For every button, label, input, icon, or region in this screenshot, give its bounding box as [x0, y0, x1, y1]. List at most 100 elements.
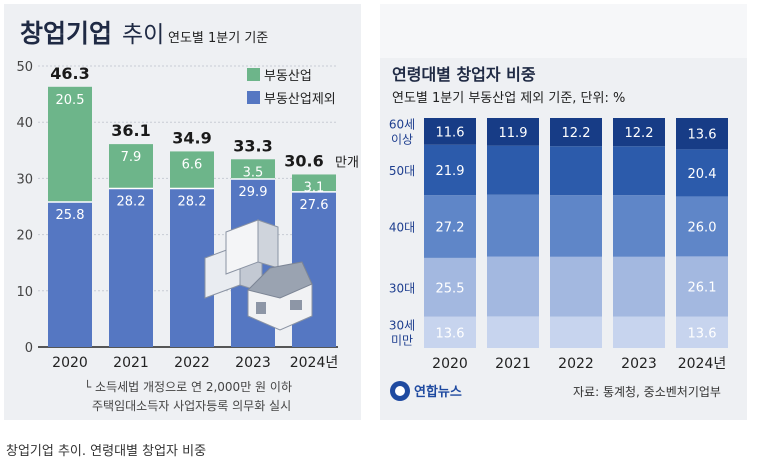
right-bar-segment: [613, 256, 665, 317]
right-value-label: 26.0: [688, 220, 717, 235]
left-y-tick-label: 30: [16, 172, 33, 187]
left-y-tick-label: 50: [16, 60, 33, 75]
right-bar-segment: [550, 195, 602, 257]
right-bar-segment: [613, 316, 665, 348]
legend-label-excl: 부동산업제외: [264, 92, 336, 107]
left-value-label-excl: 27.6: [300, 198, 329, 213]
left-value-label-excl: 29.9: [239, 185, 268, 200]
right-bar-segment: [676, 256, 728, 317]
right-bar-segment: [424, 144, 476, 196]
right-bar-segment: [613, 146, 665, 196]
right-value-label: 13.6: [436, 326, 465, 341]
left-bars: 25.8 20.5 46.3 28.2 7.9 36.1 28.2 6.6 34.9 29.9 3.…: [48, 64, 359, 347]
left-x-tick-label: 2024년: [290, 355, 339, 371]
left-x-tick-label: 2020: [52, 355, 88, 371]
right-value-label: 11.9: [499, 126, 528, 141]
right-value-label: 26.1: [688, 281, 717, 296]
right-age-label-line2: 미만: [391, 333, 413, 347]
right-bar-segment: [424, 257, 476, 317]
right-bar-segment: [550, 256, 602, 317]
right-bar-segment: [487, 316, 539, 348]
left-y-tick-label: 20: [16, 229, 33, 244]
left-bar-excl: [48, 202, 92, 347]
left-bar-real-estate: [231, 159, 275, 179]
right-bar-segment: [676, 196, 728, 257]
right-bar-segment: [424, 118, 476, 145]
left-bar-real-estate: [292, 174, 336, 192]
right-bar-segment: [676, 316, 728, 348]
right-subtitle: 연도별 1분기 부동산업 제외 기준, 단위: %: [392, 91, 625, 106]
right-value-label: 21.9: [436, 164, 465, 179]
right-bar-segment: [613, 195, 665, 257]
left-value-label-excl: 28.2: [117, 195, 146, 210]
right-x-tick-label: 2022: [558, 356, 594, 372]
right-bar-segment: [550, 118, 602, 147]
right-age-label: 30세: [389, 318, 415, 332]
left-total-label: 30.6: [284, 151, 323, 170]
right-bar-segment: [550, 316, 602, 348]
left-value-label-excl: 28.2: [178, 195, 207, 210]
legend-swatch-real-estate: [247, 68, 260, 81]
left-x-tick-label: 2021: [113, 355, 149, 371]
right-source: 자료: 통계청, 중소벤처기업부: [573, 385, 721, 399]
left-value-label-real-estate: 7.9: [121, 150, 142, 165]
yonhap-logo: 연합뉴스: [390, 381, 462, 401]
right-bars: 13.6 25.5 27.2 21.9 11.6 11.9 12.2 12.2 13.6 26.1…: [424, 118, 728, 348]
right-bar-segment: [487, 256, 539, 317]
right-bar-segment: [424, 195, 476, 258]
left-y-tick-label: 10: [16, 285, 33, 300]
right-bar-segment: [487, 145, 539, 195]
left-subtitle: 연도별 1분기 기준: [168, 31, 268, 46]
legend-swatch-excl: [247, 91, 260, 104]
right-x-tick-label: 2024년: [678, 356, 727, 372]
right-age-label-line2: 이상: [391, 132, 413, 146]
right-value-label: 13.6: [688, 128, 717, 143]
right-age-label: 40대: [389, 221, 415, 235]
right-bar-segment: [487, 194, 539, 257]
right-bar-segment: [424, 316, 476, 348]
right-bar-segment: [676, 149, 728, 197]
right-x-axis: 2020 2021 2022 2023 2024년: [432, 356, 726, 372]
left-value-label-real-estate: 6.6: [182, 157, 203, 172]
left-unit-label: 만개: [335, 155, 359, 170]
right-x-tick-label: 2023: [621, 356, 657, 372]
right-x-tick-label: 2020: [432, 356, 468, 372]
right-panel-top-band: [380, 4, 747, 58]
right-bar-segment: [550, 146, 602, 196]
right-age-label: 60세: [389, 117, 415, 131]
left-bar-real-estate: [48, 86, 92, 203]
left-x-axis: 2020 2021 2022 2023 2024년: [52, 355, 338, 371]
left-note-line2: 주택임대소득자 사업자등록 의무화 실시: [92, 399, 291, 413]
left-value-label-real-estate: 20.5: [56, 93, 85, 108]
building-illustration: [204, 219, 313, 331]
right-value-label: 13.6: [688, 326, 717, 341]
left-value-label-real-estate: 3.1: [304, 180, 325, 195]
right-value-label: 25.5: [436, 281, 465, 296]
left-y-tick-label: 0: [25, 341, 33, 356]
left-y-axis: 0 10 20 30 40 50: [16, 60, 33, 356]
right-value-label: 12.2: [625, 126, 654, 141]
right-bar-segment: [613, 118, 665, 147]
left-total-label: 46.3: [50, 64, 89, 83]
right-age-label: 30대: [389, 281, 415, 295]
left-total-label: 36.1: [111, 121, 150, 140]
logo-text: 연합뉴스: [414, 384, 462, 400]
left-value-label-real-estate: 3.5: [243, 165, 264, 180]
right-title: 연령대별 창업자 비중: [392, 65, 536, 84]
left-total-label: 34.9: [172, 128, 211, 147]
right-x-tick-label: 2021: [495, 356, 531, 372]
right-value-label: 11.6: [436, 125, 465, 140]
left-bar-excl: [109, 188, 153, 347]
left-title: 창업기업: [20, 19, 112, 48]
left-y-tick-label: 40: [16, 116, 33, 131]
left-x-tick-label: 2022: [174, 355, 210, 371]
right-value-label: 27.2: [436, 221, 465, 236]
left-total-label: 33.3: [233, 136, 272, 155]
right-value-label: 20.4: [688, 167, 717, 182]
legend-label-real-estate: 부동산업: [264, 69, 312, 84]
left-title-sub: 추이: [122, 22, 164, 48]
left-bar-real-estate: [109, 144, 153, 189]
image-caption: 창업기업 추이. 연령대별 창업자 비중: [6, 444, 207, 459]
